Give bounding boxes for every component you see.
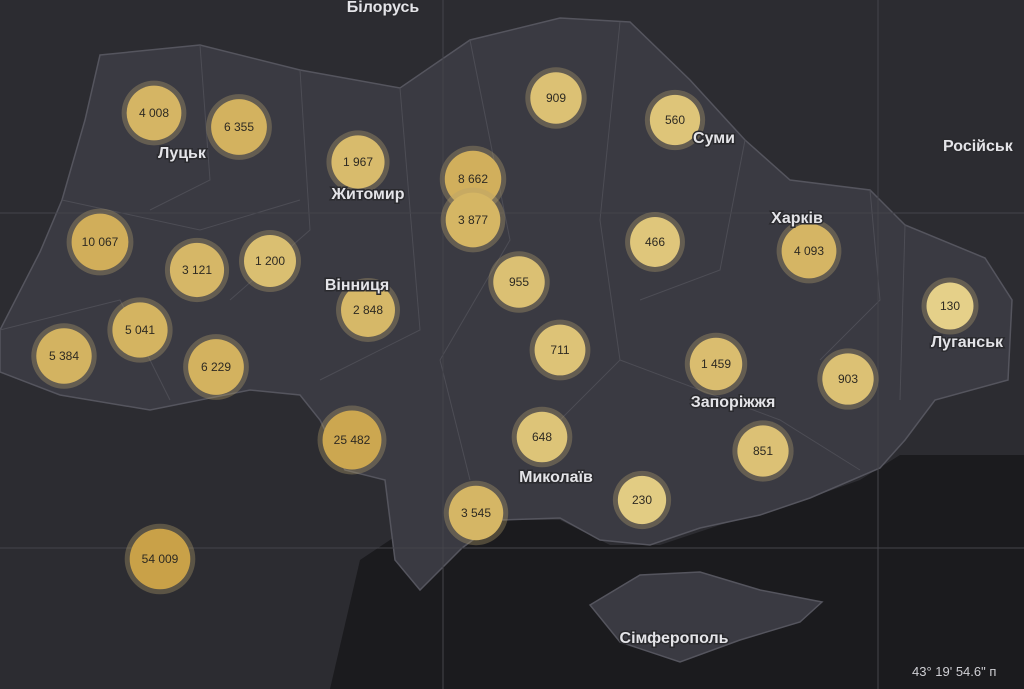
city-label: Миколаїв (519, 469, 593, 486)
cluster-marker[interactable] (322, 410, 382, 470)
cluster-marker[interactable] (188, 339, 244, 395)
city-label: Суми (693, 130, 735, 147)
cluster-marker[interactable] (737, 425, 789, 477)
cluster-count: 230 (632, 493, 652, 507)
cluster-count: 4 008 (139, 106, 169, 120)
cluster-count: 560 (665, 113, 685, 127)
cluster-marker[interactable] (689, 337, 743, 391)
cluster-count: 130 (940, 299, 960, 313)
sea (330, 455, 1024, 689)
cluster-marker[interactable] (36, 328, 92, 384)
cluster-count: 711 (550, 343, 569, 357)
city-label: Луганськ (931, 334, 1004, 351)
cluster-marker[interactable] (926, 282, 974, 330)
cluster-marker[interactable] (243, 234, 297, 288)
region-borders (0, 21, 906, 481)
cluster-count: 1 967 (343, 155, 373, 169)
cluster-marker[interactable] (822, 353, 874, 405)
cluster-count: 5 384 (49, 349, 79, 363)
cluster-marker[interactable] (211, 99, 267, 155)
crimea-land (588, 571, 824, 663)
cluster-marker[interactable] (169, 242, 225, 298)
cluster-marker[interactable] (112, 302, 168, 358)
cluster-count: 25 482 (334, 433, 371, 447)
cluster-marker[interactable] (448, 485, 504, 541)
cluster-count: 3 545 (461, 506, 491, 520)
cluster-marker[interactable] (530, 72, 582, 124)
country-label: Російськ (943, 138, 1014, 155)
city-label: Луцьк (158, 145, 207, 162)
cluster-marker[interactable] (534, 324, 586, 376)
city-label: Сімферополь (620, 630, 729, 647)
coordinates: 43° 19' 54.6" п (912, 664, 996, 679)
cluster-count: 4 093 (794, 244, 824, 258)
cluster-count: 8 662 (458, 172, 488, 186)
cluster-marker[interactable] (516, 411, 568, 463)
cluster-count: 466 (645, 235, 665, 249)
cluster-count: 903 (838, 372, 858, 386)
cluster-marker[interactable] (129, 528, 191, 590)
cluster-marker[interactable] (445, 192, 501, 248)
cluster-count: 6 229 (201, 360, 231, 374)
cluster-marker[interactable] (617, 475, 667, 525)
cluster-count: 955 (509, 275, 529, 289)
cluster-count: 10 067 (82, 235, 119, 249)
cluster-count: 2 848 (353, 303, 383, 317)
city-label: Запоріжжя (691, 394, 776, 411)
cluster-count: 5 041 (125, 323, 155, 337)
cluster-count: 54 009 (142, 552, 179, 566)
cluster-count: 3 877 (458, 213, 488, 227)
cluster-marker[interactable] (71, 213, 129, 271)
cluster-marker[interactable] (630, 217, 680, 267)
cluster-count: 1 200 (255, 254, 285, 268)
city-label: Харків (771, 210, 823, 227)
cluster-marker[interactable] (649, 94, 701, 146)
cluster-marker[interactable] (341, 283, 395, 337)
cluster-count: 851 (753, 444, 773, 458)
marker-layer: 4 008 6 355 1 967 8 662 3 877 909 560 10 067 3 1… (31, 67, 979, 595)
cluster-count: 909 (546, 91, 566, 105)
cluster-marker[interactable] (126, 85, 182, 141)
cluster-marker[interactable] (444, 150, 502, 208)
cluster-count: 6 355 (224, 120, 254, 134)
cluster-count: 1 459 (701, 357, 731, 371)
city-label: Вінниця (325, 277, 389, 294)
country-label: Білорусь (347, 0, 420, 16)
cluster-count: 648 (532, 430, 552, 444)
cluster-count: 3 121 (182, 263, 212, 277)
cluster-marker[interactable] (781, 223, 837, 279)
city-label: Житомир (331, 186, 405, 203)
cluster-marker[interactable] (493, 256, 545, 308)
cluster-marker[interactable] (331, 135, 385, 189)
